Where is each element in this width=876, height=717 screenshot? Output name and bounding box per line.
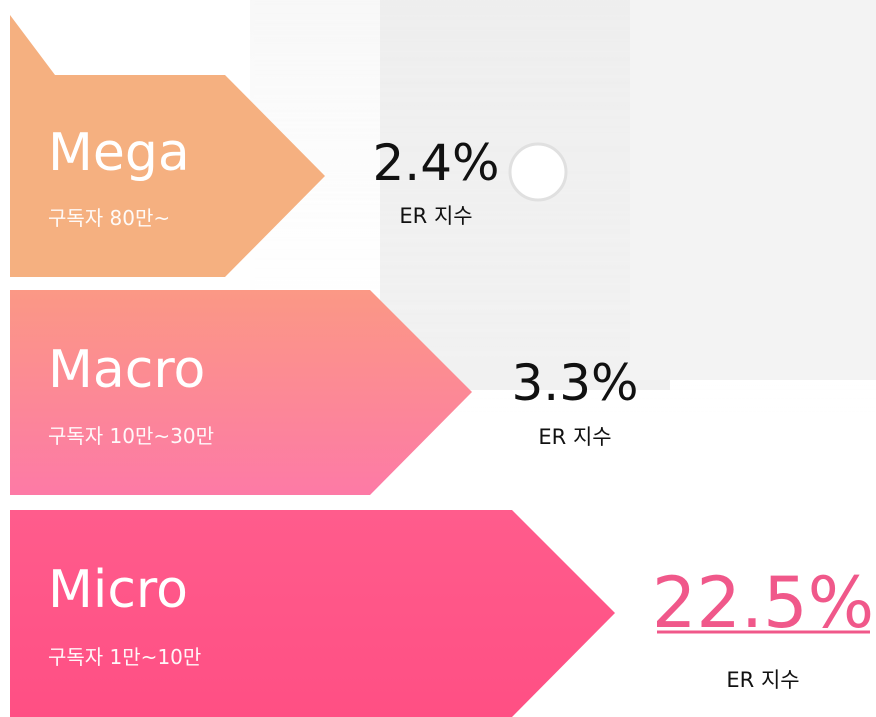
arrow-mega: [10, 75, 325, 277]
arrow-macro: [10, 290, 472, 495]
tier-subscribers: 구독자 80만~: [48, 206, 170, 230]
er-label: ER 지수: [538, 425, 611, 449]
er-value: 2.4%: [372, 134, 499, 192]
er-value-highlight: 22.5%: [652, 562, 874, 644]
tier-subscribers: 구독자 1만~10만: [48, 645, 201, 669]
tier-name: Macro: [48, 340, 205, 400]
er-label: ER 지수: [399, 204, 472, 228]
arrow-micro: [10, 510, 615, 717]
tier-name: Micro: [48, 560, 188, 620]
arrow-prev: [10, 15, 55, 75]
er-label: ER 지수: [726, 668, 799, 692]
tier-subscribers: 구독자 10만~30만: [48, 424, 214, 448]
tier-name: Mega: [48, 123, 190, 183]
er-value: 3.3%: [511, 354, 638, 412]
